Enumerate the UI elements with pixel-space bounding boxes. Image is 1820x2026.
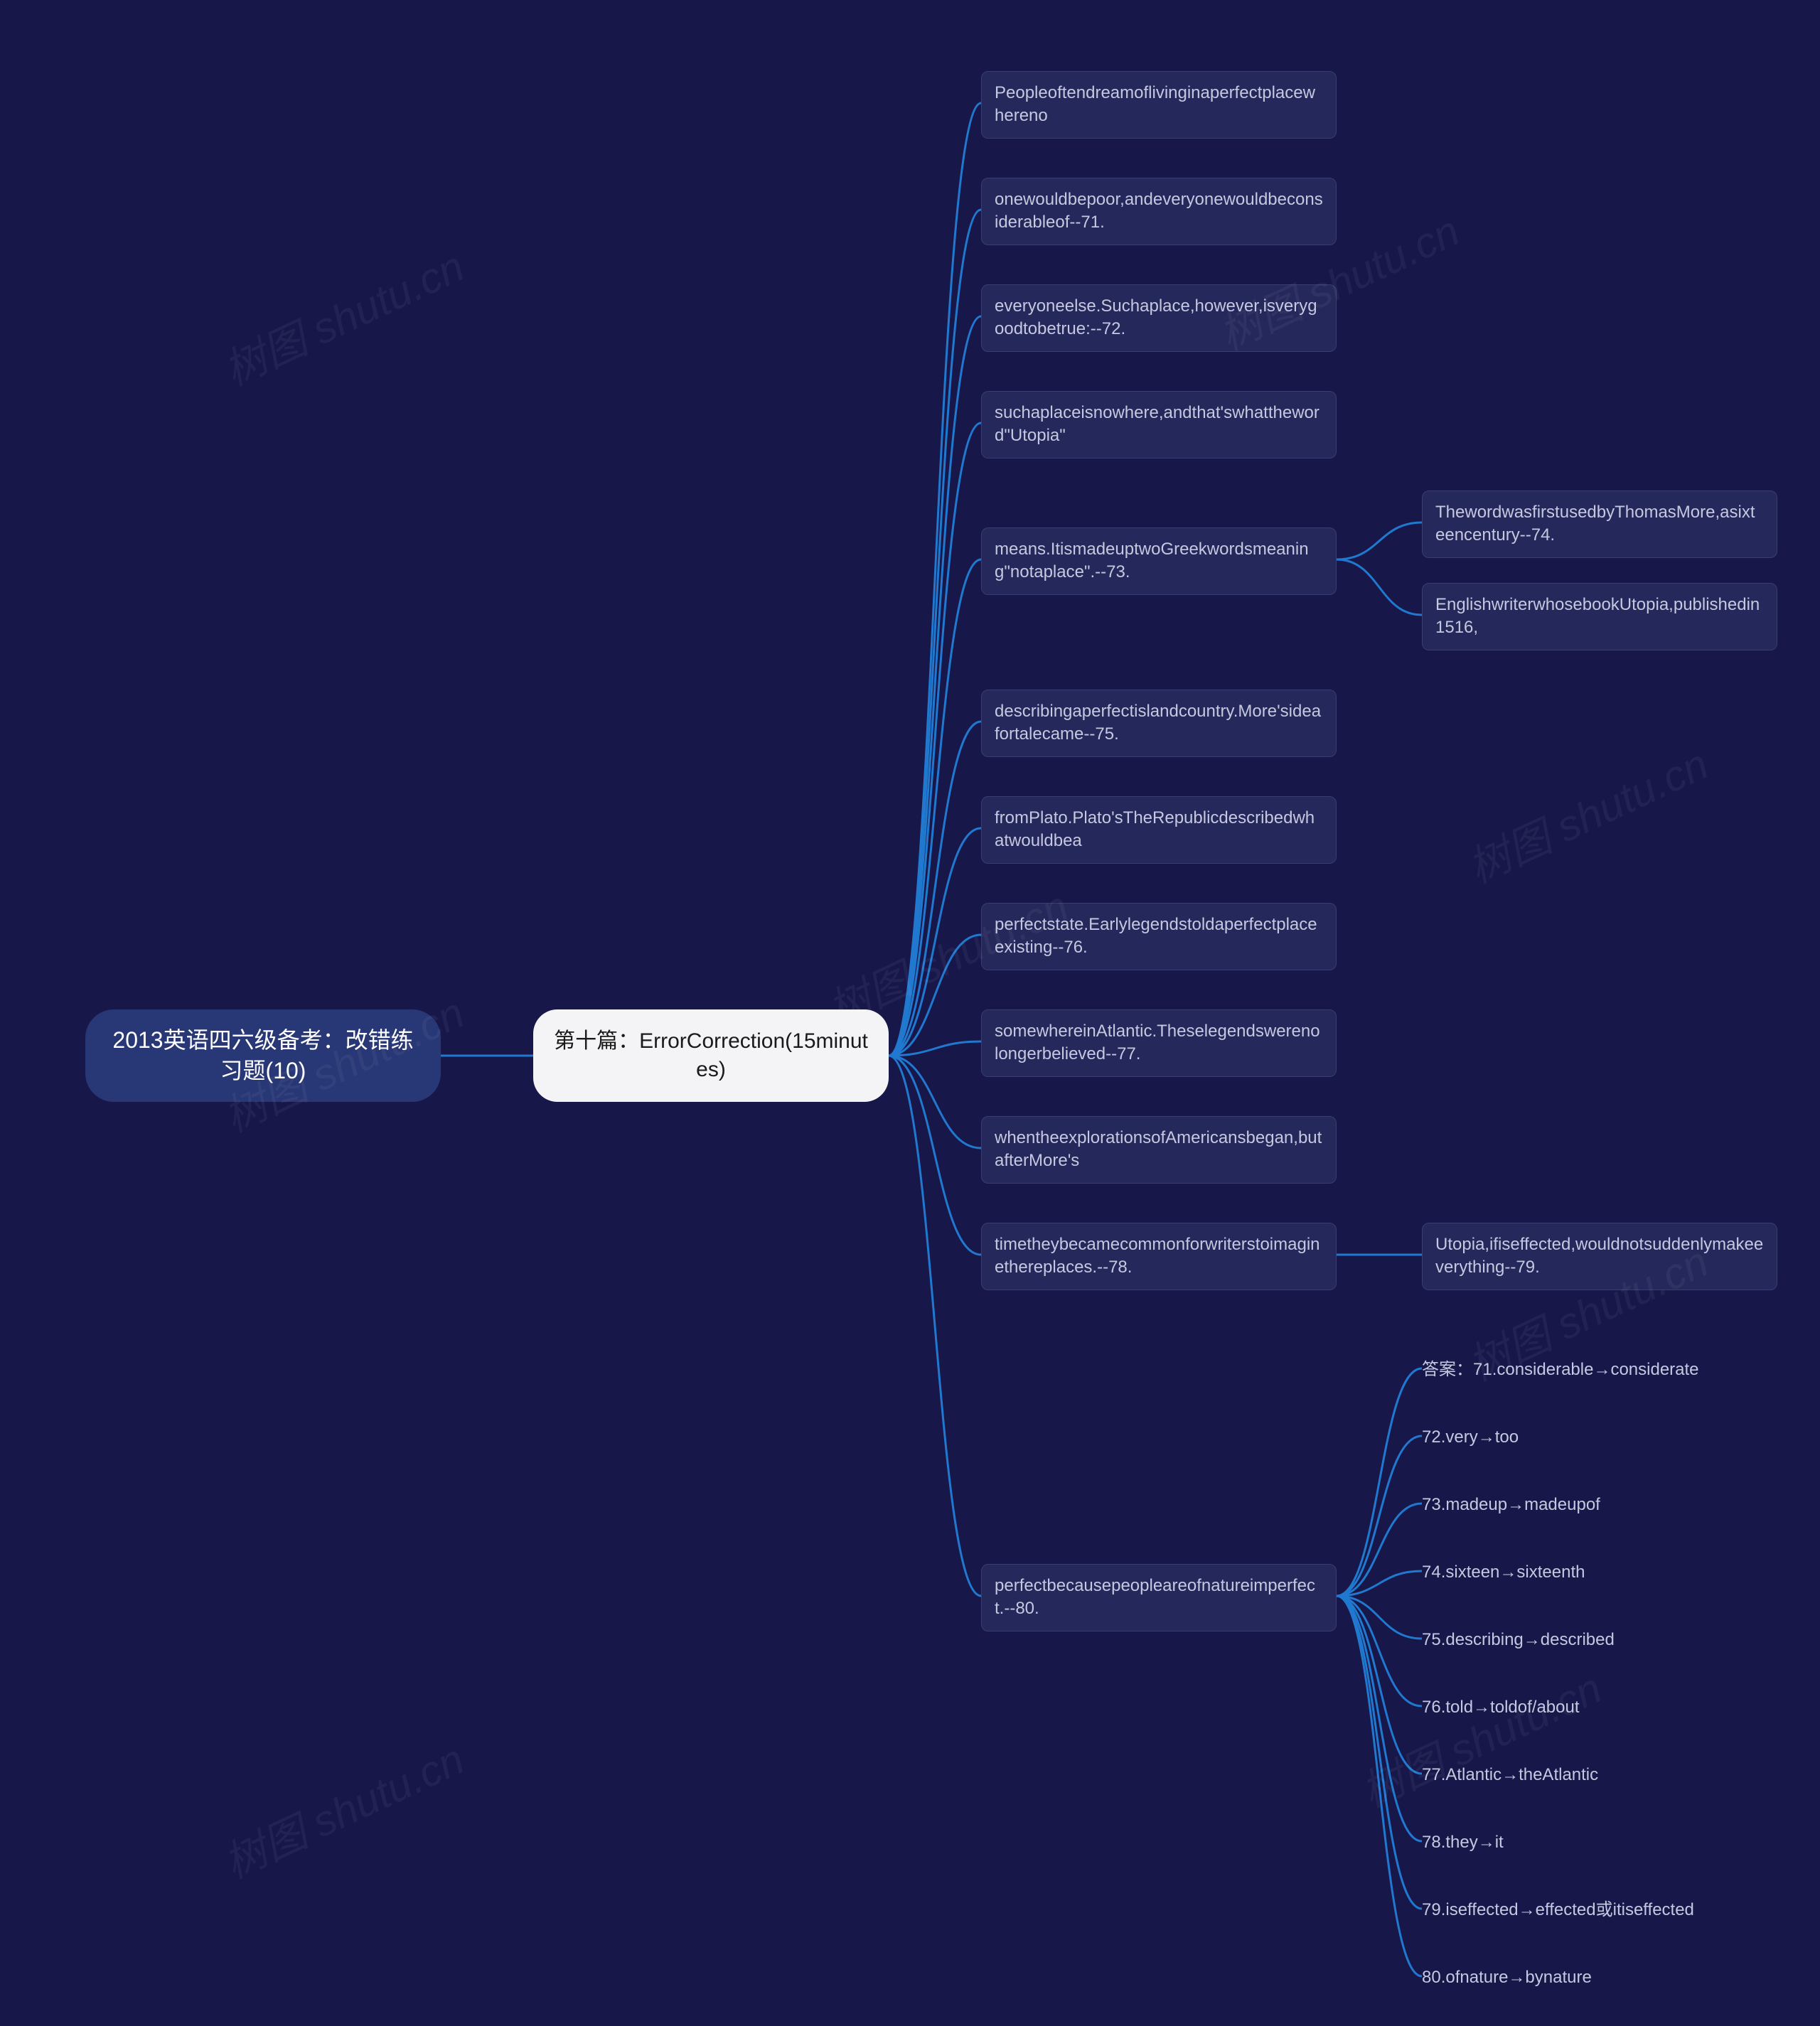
level3-label: ThewordwasfirstusedbyThomasMore,asixteen… bbox=[1435, 501, 1764, 547]
level2-node: suchaplaceisnowhere,andthat'swhattheword… bbox=[981, 391, 1337, 459]
level2-node: whentheexplorationsofAmericansbegan,buta… bbox=[981, 1116, 1337, 1184]
level2-node: means.ItismadeuptwoGreekwordsmeaning"not… bbox=[981, 527, 1337, 595]
level3-label: 73.madeup→madeupof bbox=[1422, 1494, 1600, 1516]
level2-node: timetheybecamecommonforwriterstoimaginet… bbox=[981, 1223, 1337, 1290]
level2-label: means.ItismadeuptwoGreekwordsmeaning"not… bbox=[995, 538, 1323, 584]
level2-label: suchaplaceisnowhere,andthat'swhattheword… bbox=[995, 402, 1323, 448]
level2-node: Peopleoftendreamoflivinginaperfectplacew… bbox=[981, 71, 1337, 139]
watermark: 树图 shutu.cn bbox=[1350, 1654, 1610, 1819]
level3-node: 答案：71.considerable→considerate bbox=[1422, 1354, 1763, 1385]
level3-node: 77.Atlantic→theAtlantic bbox=[1422, 1759, 1763, 1791]
level3-node: 74.sixteen→sixteenth bbox=[1422, 1557, 1763, 1588]
level3-label: 80.ofnature→bynature bbox=[1422, 1966, 1592, 1989]
level3-node: 72.very→too bbox=[1422, 1422, 1763, 1453]
level3-node: 79.iseffected→effected或itiseffected bbox=[1422, 1894, 1763, 1926]
level3-label: 74.sixteen→sixteenth bbox=[1422, 1561, 1585, 1584]
level3-node: Utopia,ifiseffected,wouldnotsuddenlymake… bbox=[1422, 1223, 1777, 1290]
level3-label: 72.very→too bbox=[1422, 1426, 1519, 1449]
root-label: 2013英语四六级备考：改错练习题(10) bbox=[102, 1025, 424, 1086]
level2-label: Peopleoftendreamoflivinginaperfectplacew… bbox=[995, 82, 1323, 128]
level2-node: describingaperfectislandcountry.More'sid… bbox=[981, 690, 1337, 757]
level3-node: 75.describing→described bbox=[1422, 1624, 1763, 1656]
level3-label: EnglishwriterwhosebookUtopia,publishedin… bbox=[1435, 594, 1764, 640]
level1-label: 第十篇：ErrorCorrection(15minutes) bbox=[550, 1027, 872, 1085]
level2-label: everyoneelse.Suchaplace,however,isverygo… bbox=[995, 295, 1323, 341]
level2-label: perfectstate.Earlylegendstoldaperfectpla… bbox=[995, 913, 1323, 960]
level3-node: 78.they→it bbox=[1422, 1827, 1763, 1858]
level1-node: 第十篇：ErrorCorrection(15minutes) bbox=[533, 1009, 889, 1102]
watermark: 树图 shutu.cn bbox=[213, 1725, 473, 1890]
level3-node: ThewordwasfirstusedbyThomasMore,asixteen… bbox=[1422, 491, 1777, 558]
watermark: 树图 shutu.cn bbox=[213, 232, 473, 397]
root-node: 2013英语四六级备考：改错练习题(10) bbox=[85, 1009, 441, 1102]
level2-label: whentheexplorationsofAmericansbegan,buta… bbox=[995, 1127, 1323, 1173]
level3-node: 76.told→toldof/about bbox=[1422, 1692, 1763, 1723]
level2-label: perfectbecausepeopleareofnatureimperfect… bbox=[995, 1575, 1323, 1621]
level2-label: timetheybecamecommonforwriterstoimaginet… bbox=[995, 1233, 1323, 1280]
level2-label: fromPlato.Plato'sTheRepublicdescribedwha… bbox=[995, 807, 1323, 853]
level3-label: 77.Atlantic→theAtlantic bbox=[1422, 1764, 1598, 1786]
level2-node: onewouldbepoor,andeveryonewouldbeconside… bbox=[981, 178, 1337, 245]
level2-node: fromPlato.Plato'sTheRepublicdescribedwha… bbox=[981, 796, 1337, 864]
level2-label: onewouldbepoor,andeveryonewouldbeconside… bbox=[995, 188, 1323, 235]
level3-label: 78.they→it bbox=[1422, 1831, 1504, 1854]
level3-label: 79.iseffected→effected或itiseffected bbox=[1422, 1899, 1694, 1922]
level2-label: describingaperfectislandcountry.More'sid… bbox=[995, 700, 1323, 746]
level3-label: 76.told→toldof/about bbox=[1422, 1696, 1580, 1719]
level2-node: somewhereinAtlantic.Theselegendswerenolo… bbox=[981, 1009, 1337, 1077]
level3-node: 73.madeup→madeupof bbox=[1422, 1489, 1763, 1521]
level2-node: perfectbecausepeopleareofnatureimperfect… bbox=[981, 1564, 1337, 1631]
level3-node: 80.ofnature→bynature bbox=[1422, 1962, 1763, 1993]
level2-label: somewhereinAtlantic.Theselegendswerenolo… bbox=[995, 1020, 1323, 1066]
mindmap-canvas: 2013英语四六级备考：改错练习题(10) 第十篇：ErrorCorrectio… bbox=[0, 0, 1820, 2026]
level3-label: 75.describing→described bbox=[1422, 1629, 1615, 1651]
level3-node: EnglishwriterwhosebookUtopia,publishedin… bbox=[1422, 583, 1777, 650]
level3-label: Utopia,ifiseffected,wouldnotsuddenlymake… bbox=[1435, 1233, 1764, 1280]
level3-label: 答案：71.considerable→considerate bbox=[1422, 1358, 1699, 1381]
watermark: 树图 shutu.cn bbox=[1457, 730, 1717, 895]
level2-node: everyoneelse.Suchaplace,however,isverygo… bbox=[981, 284, 1337, 352]
level2-node: perfectstate.Earlylegendstoldaperfectpla… bbox=[981, 903, 1337, 970]
